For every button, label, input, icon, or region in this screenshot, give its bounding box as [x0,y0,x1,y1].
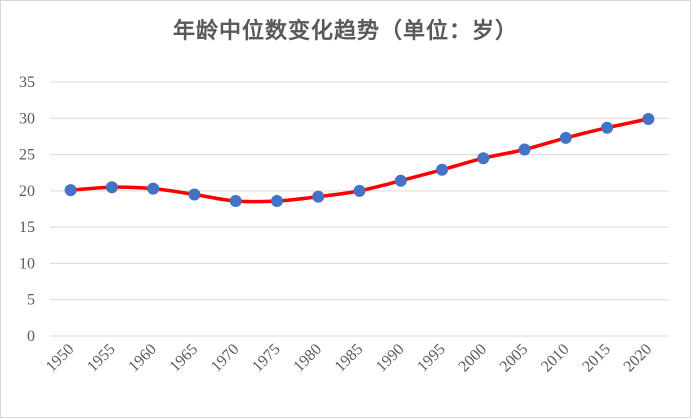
y-tick-label: 10 [19,255,35,272]
y-tick-label: 5 [27,292,35,309]
x-tick-label: 1985 [332,341,367,376]
data-point [229,195,242,208]
data-point [601,121,614,134]
y-tick-label: 0 [27,328,35,345]
x-tick-label: 2015 [579,341,614,376]
data-point [559,131,572,144]
data-point [642,113,655,126]
y-tick-label: 30 [19,110,35,127]
y-tick-label: 25 [19,147,35,164]
data-point [518,143,531,156]
y-tick-label: 15 [19,219,35,236]
x-tick-label: 1950 [43,341,78,376]
data-point [147,182,160,195]
x-tick-label: 1995 [414,341,449,376]
data-point [312,190,325,203]
x-tick-label: 2005 [497,341,532,376]
data-point [105,181,118,194]
x-tick-label: 1955 [84,341,119,376]
x-tick-label: 2000 [455,341,490,376]
x-tick-label: 1975 [249,341,284,376]
x-tick-label: 1965 [167,341,202,376]
x-tick-label: 2010 [538,341,573,376]
data-point [188,188,201,201]
data-point [64,184,77,197]
data-point [394,174,407,187]
x-tick-label: 2020 [621,341,656,376]
y-tick-label: 35 [19,74,35,91]
x-tick-label: 1980 [290,341,325,376]
data-point [353,184,366,197]
y-tick-label: 20 [19,183,35,200]
x-tick-label: 1990 [373,341,408,376]
data-point [477,152,490,165]
data-point [436,163,449,176]
x-tick-label: 1960 [125,341,160,376]
chart-title: 年龄中位数变化趋势（单位：岁） [172,19,518,44]
x-tick-label: 1970 [208,341,243,376]
data-point [270,195,283,208]
